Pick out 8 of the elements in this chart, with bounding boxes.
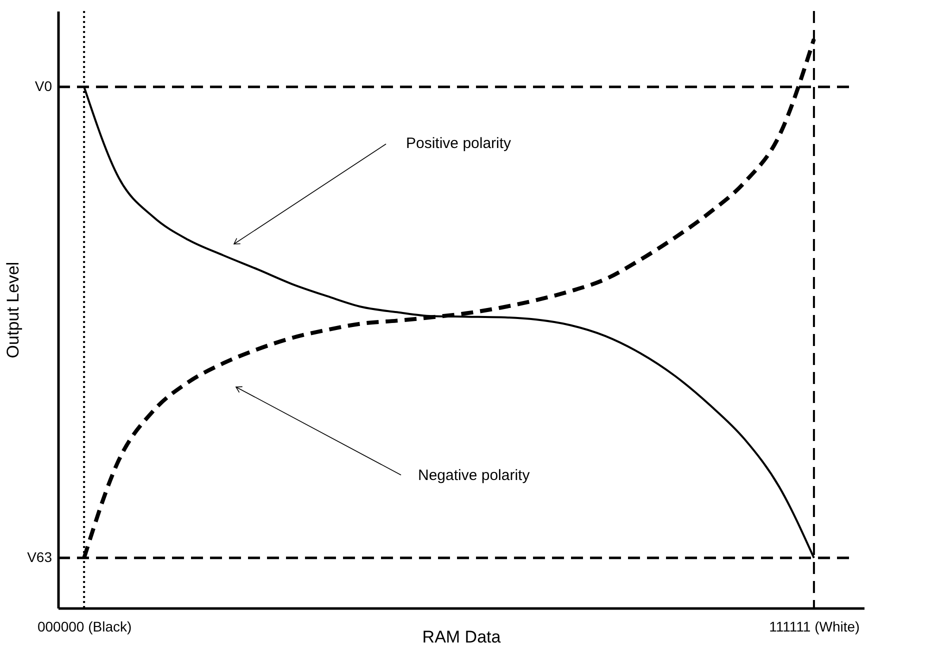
x-axis-title: RAM Data	[422, 628, 502, 646]
ref-line-label: V63	[27, 548, 52, 565]
x-tick-label: 111111 (White)	[769, 618, 860, 634]
annotation: Negative polarity	[418, 467, 530, 484]
y-axis-title: Output Level	[4, 262, 22, 358]
x-tick-label: 000000 (Black)	[37, 618, 132, 634]
ref-line-label: V0	[34, 78, 52, 94]
annotation: Positive polarity	[406, 135, 512, 152]
